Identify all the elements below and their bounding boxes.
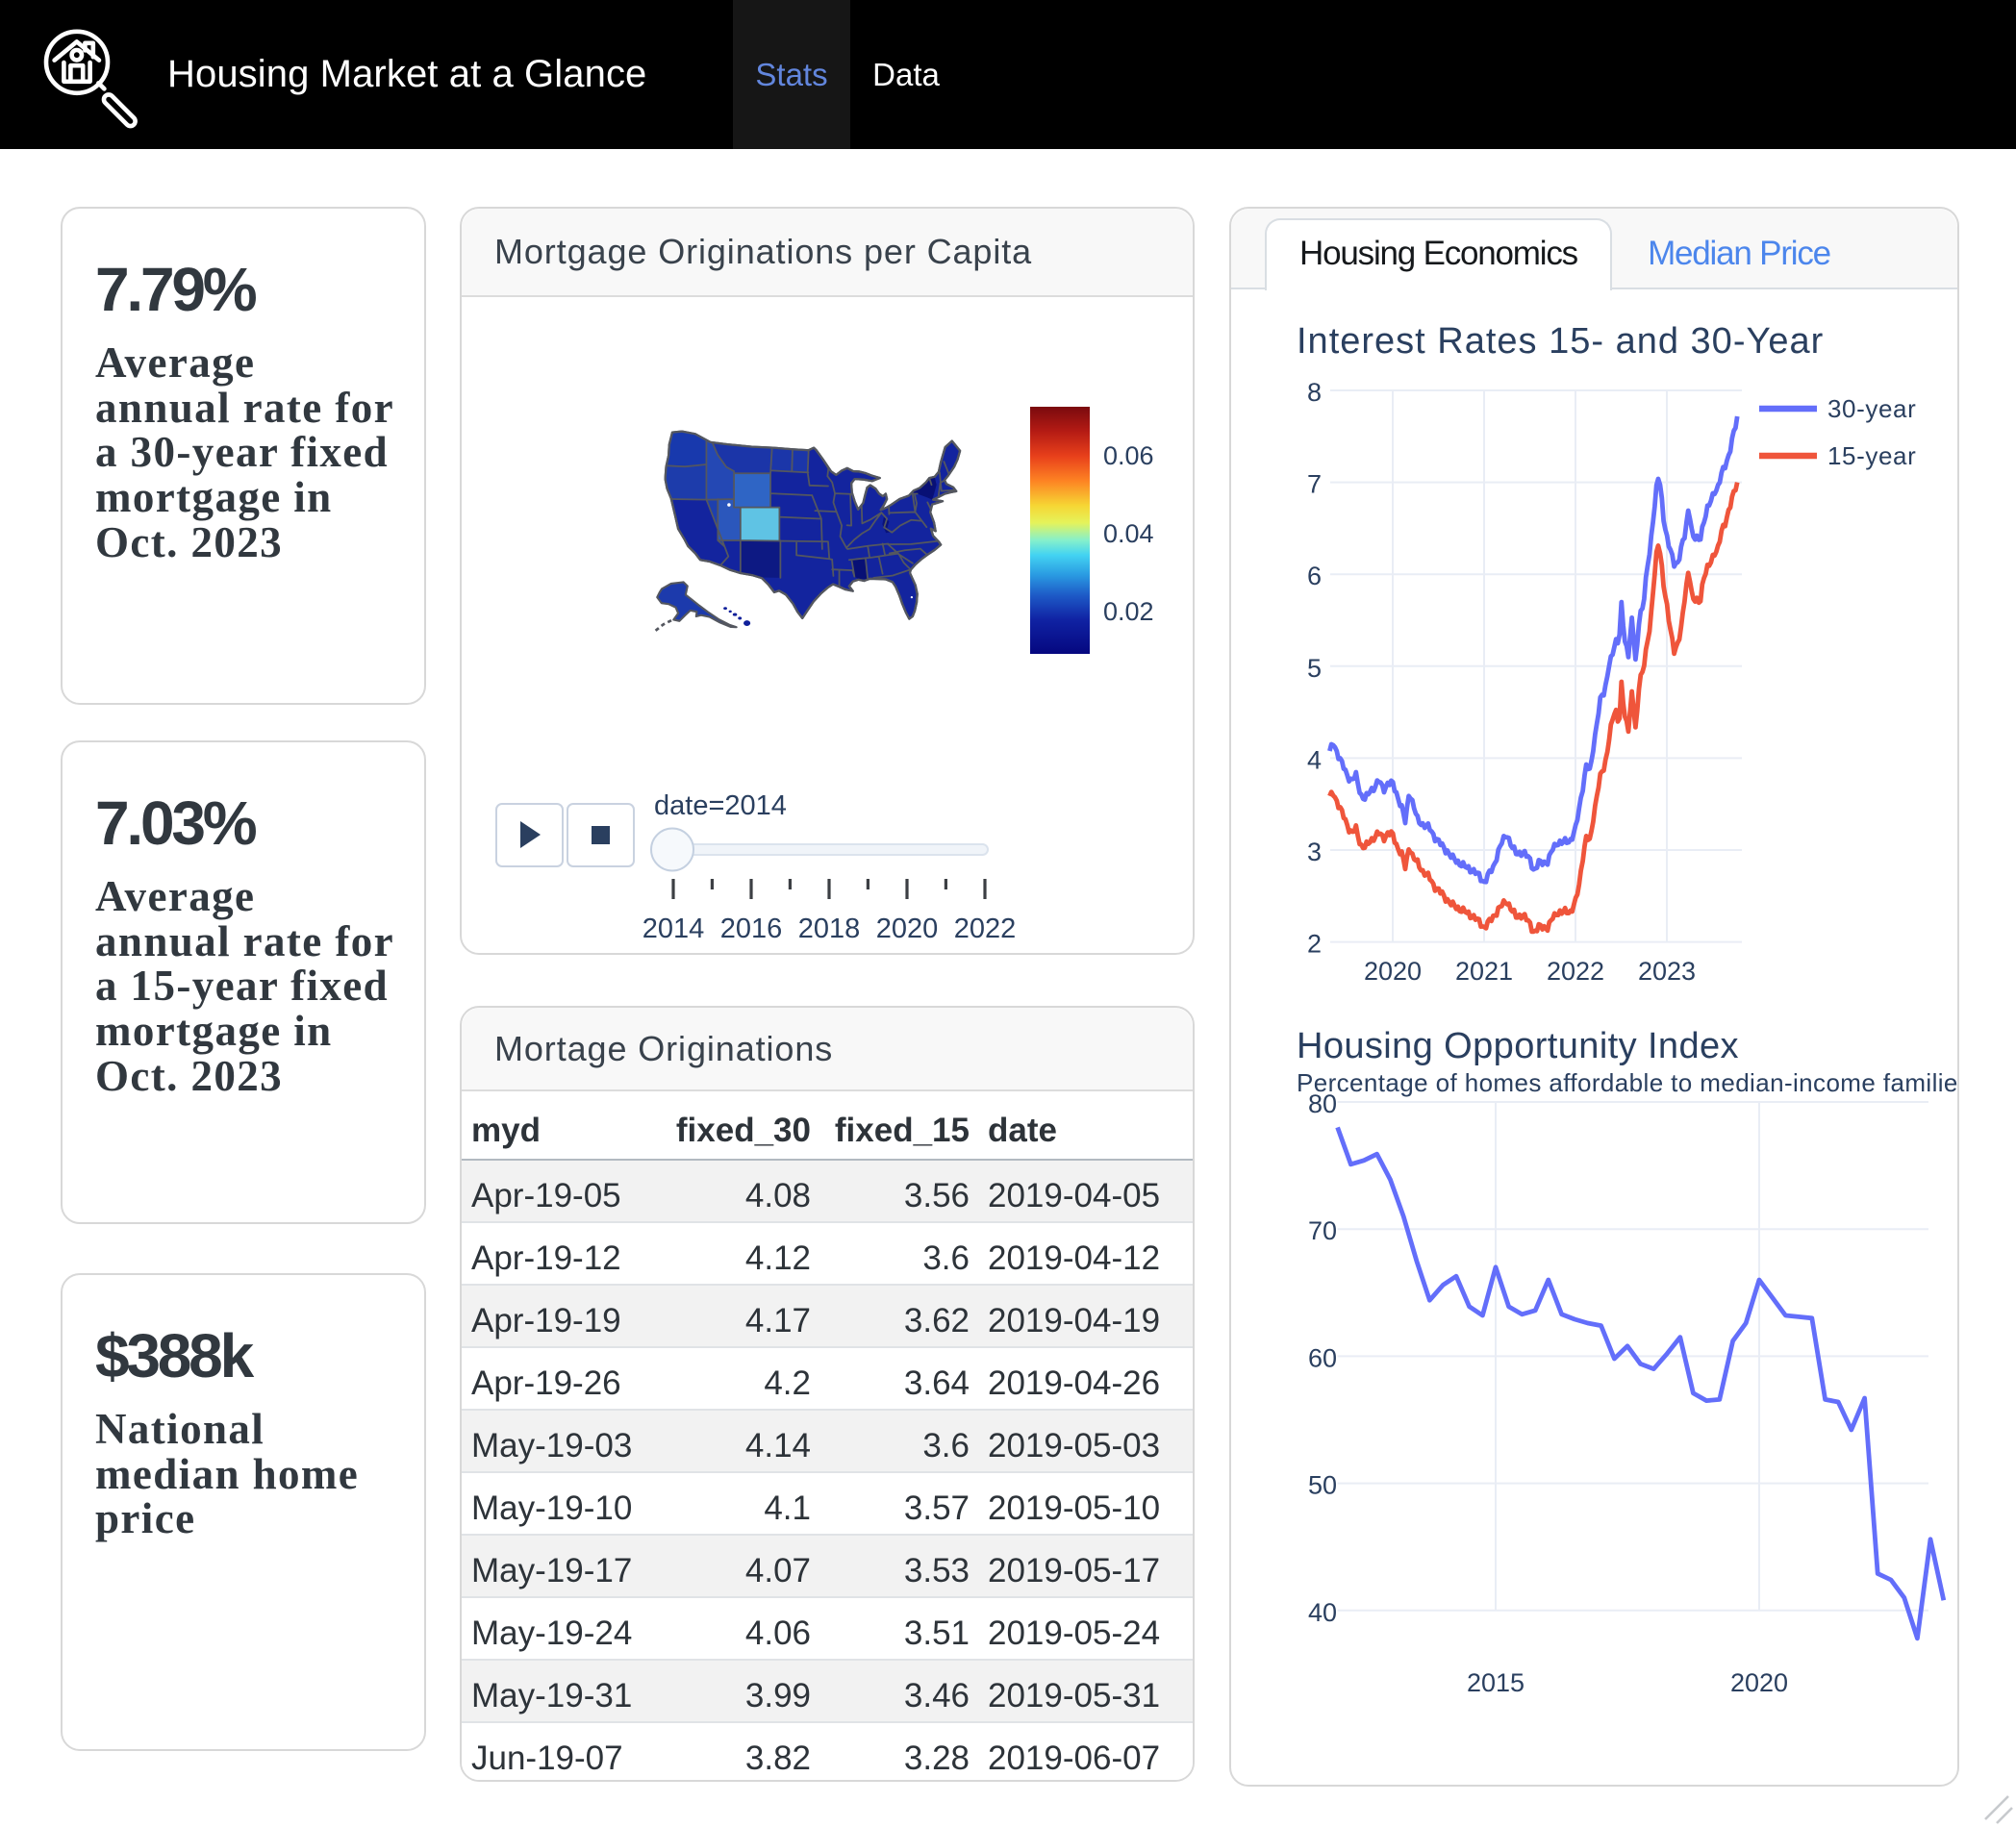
svg-text:date=2014: date=2014: [654, 790, 787, 821]
svg-text:2022: 2022: [1547, 957, 1604, 986]
svg-text:60: 60: [1308, 1343, 1337, 1372]
svg-text:2021: 2021: [1455, 957, 1513, 986]
svg-text:Interest Rates 15- and 30-Year: Interest Rates 15- and 30-Year: [1297, 321, 1824, 362]
svg-text:2018: 2018: [798, 914, 861, 944]
svg-text:3: 3: [1307, 838, 1322, 866]
svg-text:2015: 2015: [1467, 1668, 1525, 1697]
svg-text:0.06: 0.06: [1103, 441, 1154, 470]
svg-text:5: 5: [1307, 654, 1322, 683]
svg-text:2020: 2020: [876, 914, 939, 944]
svg-text:2014: 2014: [643, 914, 705, 944]
svg-text:50: 50: [1308, 1471, 1337, 1500]
svg-text:Percentage of homes affordable: Percentage of homes affordable to median…: [1297, 1068, 1959, 1097]
svg-text:Housing Opportunity Index: Housing Opportunity Index: [1297, 1026, 1739, 1066]
svg-text:8: 8: [1307, 378, 1322, 407]
svg-text:15-year: 15-year: [1827, 441, 1916, 470]
svg-text:2016: 2016: [720, 914, 783, 944]
svg-text:70: 70: [1308, 1216, 1337, 1245]
svg-text:4: 4: [1307, 745, 1322, 774]
svg-text:7: 7: [1307, 470, 1322, 499]
svg-text:30-year: 30-year: [1827, 394, 1916, 423]
svg-text:2023: 2023: [1638, 957, 1696, 986]
svg-text:80: 80: [1308, 1089, 1337, 1118]
svg-text:0.04: 0.04: [1103, 519, 1154, 548]
svg-text:6: 6: [1307, 562, 1322, 590]
svg-text:2020: 2020: [1730, 1668, 1788, 1697]
svg-text:2: 2: [1307, 930, 1322, 959]
svg-text:0.02: 0.02: [1103, 597, 1154, 626]
svg-text:2020: 2020: [1364, 957, 1422, 986]
svg-text:40: 40: [1308, 1598, 1337, 1627]
svg-text:2022: 2022: [954, 914, 1017, 944]
